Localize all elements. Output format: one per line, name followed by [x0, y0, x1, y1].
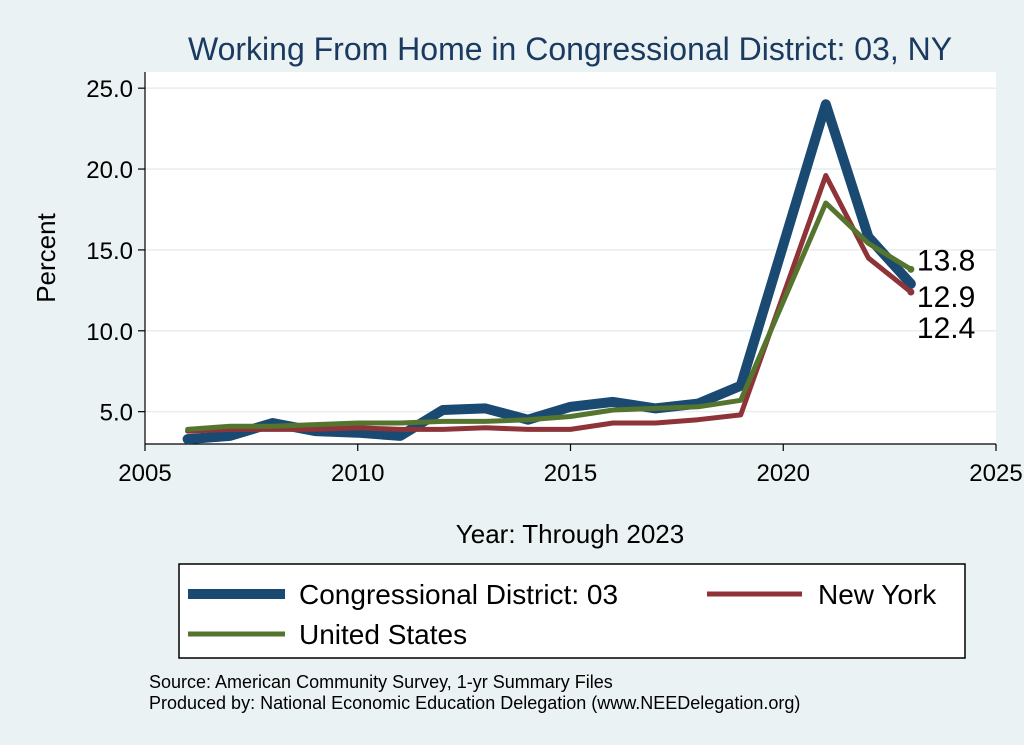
end-value-label: 12.9	[917, 281, 975, 314]
legend-label-1: New York	[818, 579, 937, 610]
plot-area	[145, 72, 996, 444]
end-value-label: 12.4	[917, 312, 975, 345]
y-axis-title: Percent	[31, 212, 61, 302]
legend-label-2: United States	[299, 619, 467, 650]
producer-note: Produced by: National Economic Education…	[149, 693, 800, 713]
series-layer	[182, 99, 916, 445]
y-tick-label: 25.0	[86, 76, 133, 103]
x-tick-labels: 2005 2010 2015 2020 2025	[118, 460, 1022, 487]
legend-label-0: Congressional District: 03	[299, 579, 618, 610]
series-end-point-1	[907, 288, 915, 296]
source-note: Source: American Community Survey, 1-yr …	[149, 672, 613, 692]
axis-layer	[138, 72, 997, 451]
y-tick-label: 10.0	[86, 319, 133, 346]
series-end-point-0	[907, 280, 915, 288]
x-tick-label: 2005	[118, 460, 171, 487]
grid-layer	[145, 87, 996, 413]
chart-title: Working From Home in Congressional Distr…	[188, 31, 952, 67]
x-tick-label: 2020	[757, 460, 810, 487]
y-tick-label: 20.0	[86, 157, 133, 184]
legend-box	[178, 563, 966, 659]
y-tick-label: 15.0	[86, 238, 133, 265]
y-tick-labels: 5.0 10.0 15.0 20.0 25.0	[86, 76, 133, 426]
x-axis-title: Year: Through 2023	[456, 519, 684, 549]
x-tick-label: 2025	[969, 460, 1022, 487]
end-value-label: 13.8	[917, 244, 975, 277]
y-tick-label: 5.0	[100, 400, 133, 427]
x-tick-label: 2010	[331, 460, 384, 487]
series-end-point-2	[907, 265, 915, 273]
series-line-2	[185, 200, 914, 432]
x-tick-label: 2015	[544, 460, 597, 487]
legend: Congressional District: 03 New York United…	[188, 579, 937, 650]
end-labels: 13.8 12.912.4	[917, 244, 975, 345]
